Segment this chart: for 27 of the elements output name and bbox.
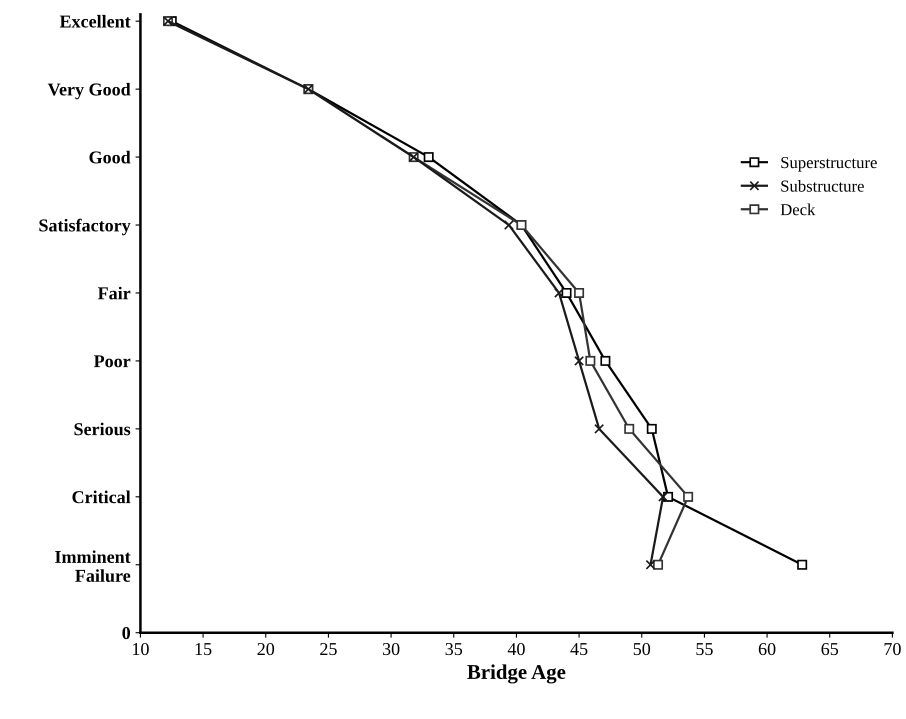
x-axis-title: Bridge Age bbox=[467, 664, 566, 684]
x-tick-label: 35 bbox=[446, 643, 462, 656]
y-tick-label: Critical bbox=[72, 490, 130, 504]
x-tick-label: 30 bbox=[382, 642, 400, 656]
legend-label: Deck bbox=[780, 204, 816, 216]
x-tick-label: 40 bbox=[508, 642, 525, 656]
y-tick-label: 0 bbox=[122, 626, 130, 640]
x-tick-label: 10 bbox=[132, 642, 149, 656]
y-tick-label: Fair bbox=[98, 286, 130, 300]
x-tick-label: 20 bbox=[258, 642, 274, 656]
y-tick-label: Good bbox=[89, 150, 131, 164]
y-tick-label: Satisfactory bbox=[39, 218, 131, 236]
y-tick-label: Serious bbox=[74, 422, 130, 436]
x-tick-label: 65 bbox=[821, 643, 838, 656]
y-tick-label: Excellent bbox=[60, 14, 131, 28]
x-tick-label: 15 bbox=[196, 643, 212, 656]
y-tick-label: Very Good bbox=[48, 82, 131, 100]
x-tick-label: 60 bbox=[758, 642, 776, 656]
x-tick-label: 70 bbox=[884, 642, 901, 656]
legend-label: Substructure bbox=[781, 180, 864, 192]
legend-label: Superstructure bbox=[781, 156, 877, 172]
x-tick-label: 45 bbox=[570, 643, 588, 656]
y-tick-label: Imminent Failure bbox=[55, 550, 131, 582]
x-tick-label: 50 bbox=[634, 642, 650, 656]
x-tick-label: 25 bbox=[320, 643, 337, 656]
x-tick-label: 55 bbox=[696, 643, 713, 656]
y-tick-label: Poor bbox=[94, 355, 130, 368]
